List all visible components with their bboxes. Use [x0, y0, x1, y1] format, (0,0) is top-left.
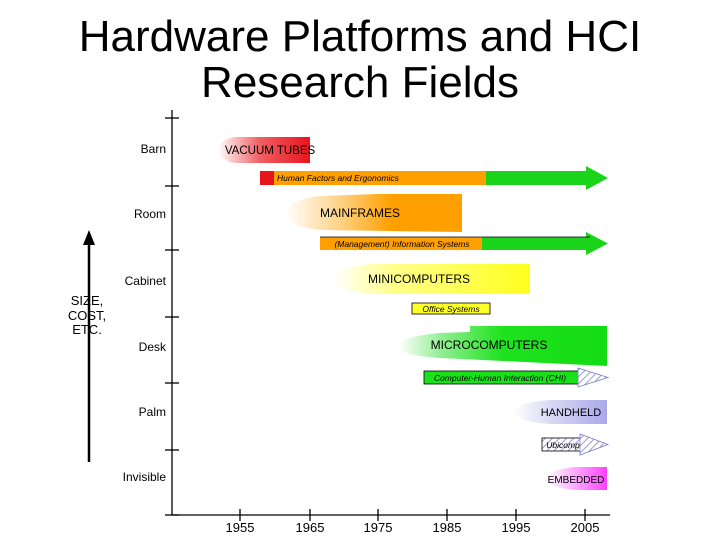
year-label-2005: 2005: [571, 520, 600, 535]
band-label-handheld: HANDHELD: [541, 407, 602, 419]
band-embedded: EMBEDDED: [545, 467, 607, 490]
band-label-embedded: EMBEDDED: [548, 475, 605, 486]
level-label-desk: Desk: [139, 340, 167, 354]
level-label-room: Room: [134, 207, 166, 221]
year-label-1975: 1975: [364, 520, 393, 535]
field-label-human-factors: Human Factors and Ergonomics: [277, 173, 400, 183]
field-label-chi: Computer-Human Interaction (CHI): [434, 373, 566, 383]
level-label-cabinet: Cabinet: [125, 274, 167, 288]
axis-label-size: SIZE,: [71, 293, 104, 308]
band-minicomputers: MINICOMPUTERS: [333, 264, 530, 294]
year-label-1995: 1995: [502, 520, 531, 535]
field-label-ubicomp: Ubicomp: [546, 440, 580, 450]
field-human-factors: Human Factors and Ergonomics: [260, 166, 608, 190]
axis-label-etc: ETC.: [72, 322, 102, 337]
band-handheld: HANDHELD: [512, 400, 607, 424]
year-label-1955: 1955: [226, 520, 255, 535]
field-chi: Computer-Human Interaction (CHI): [423, 367, 610, 388]
size-axis: [165, 110, 179, 516]
title-line-1: Hardware Platforms and HCI: [78, 12, 642, 61]
band-vacuum-tubes: VACUUM TUBES: [218, 137, 315, 163]
level-label-palm: Palm: [139, 405, 166, 419]
year-label-1985: 1985: [433, 520, 462, 535]
band-label-vacuum-tubes: VACUUM TUBES: [225, 145, 316, 157]
field-information-systems: (Management) Information Systems: [320, 232, 608, 255]
band-label-minicomputers: MINICOMPUTERS: [368, 272, 470, 286]
year-label-1965: 1965: [296, 520, 325, 535]
year-axis: [172, 509, 610, 521]
level-label-barn: Barn: [141, 142, 166, 156]
band-microcomputers: MICROCOMPUTERS: [398, 326, 607, 366]
field-label-office-systems: Office Systems: [422, 304, 480, 314]
field-office-systems: Office Systems: [411, 302, 491, 315]
slide-title: Hardware Platforms and HCI Research Fiel…: [0, 14, 720, 106]
band-label-microcomputers: MICROCOMPUTERS: [431, 338, 548, 352]
size-cost-arrow: [83, 230, 95, 462]
level-label-invisible: Invisible: [123, 470, 167, 484]
title-line-2: Research Fields: [201, 58, 519, 107]
axis-label-cost: COST,: [68, 308, 106, 323]
field-ubicomp: Ubicomp: [541, 433, 610, 456]
band-mainframes: MAINFRAMES: [285, 194, 462, 232]
band-label-mainframes: MAINFRAMES: [320, 206, 400, 220]
field-label-information-systems: (Management) Information Systems: [334, 239, 470, 249]
